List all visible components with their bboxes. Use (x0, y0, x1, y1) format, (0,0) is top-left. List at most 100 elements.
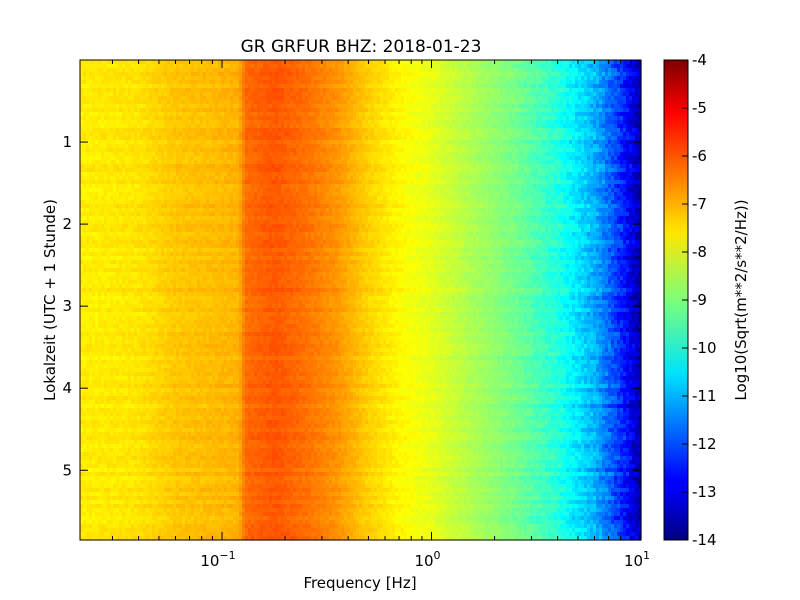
heatmap-cell (95, 488, 99, 493)
heatmap-cell (110, 164, 114, 169)
heatmap-cell (83, 96, 87, 101)
heatmap-cell (110, 236, 114, 241)
heatmap-cell (113, 124, 117, 129)
heatmap-cell (89, 116, 93, 121)
heatmap-cell (92, 68, 96, 73)
heatmap-cell (101, 508, 105, 513)
heatmap-cell (107, 152, 111, 157)
heatmap-cell (113, 268, 117, 273)
heatmap-cell (104, 216, 108, 221)
heatmap-cell (116, 380, 120, 385)
heatmap-cell (80, 160, 84, 165)
heatmap-cell (122, 164, 126, 169)
heatmap-cell (98, 192, 102, 197)
heatmap-cell (110, 276, 114, 281)
heatmap-cell (107, 204, 111, 209)
heatmap-cell (83, 324, 87, 329)
heatmap-cell (122, 140, 126, 145)
heatmap-cell (110, 488, 114, 493)
heatmap-cell (80, 216, 84, 221)
heatmap-cell (101, 84, 105, 89)
heatmap-cell (101, 312, 105, 317)
heatmap-cell (113, 132, 117, 137)
heatmap-cell (122, 200, 126, 205)
heatmap-cell (92, 428, 96, 433)
heatmap-cell (107, 352, 111, 357)
heatmap-cell (92, 220, 96, 225)
heatmap-cell (98, 236, 102, 241)
heatmap-cell (86, 120, 90, 125)
heatmap-cell (86, 128, 90, 133)
heatmap-cell (110, 128, 114, 133)
heatmap-cell (104, 476, 108, 481)
heatmap-cell (107, 404, 111, 409)
heatmap-cell (89, 96, 93, 101)
heatmap-cell (101, 328, 105, 333)
heatmap-cell (95, 108, 99, 113)
heatmap-cell (113, 216, 117, 221)
heatmap-cell (104, 444, 108, 449)
heatmap-cell (92, 300, 96, 305)
heatmap-cell (89, 204, 93, 209)
heatmap-cell (95, 452, 99, 457)
heatmap-cell (113, 176, 117, 181)
heatmap-cell (116, 64, 120, 69)
heatmap-cell (98, 124, 102, 129)
heatmap-cell (125, 104, 129, 109)
heatmap-cell (101, 96, 105, 101)
heatmap-cell (95, 184, 99, 189)
heatmap-cell (107, 144, 111, 149)
heatmap-cell (89, 112, 93, 117)
heatmap-cell (89, 524, 93, 529)
heatmap-cell (80, 384, 84, 389)
heatmap-cell (95, 444, 99, 449)
heatmap-cell (110, 120, 114, 125)
heatmap-cell (107, 252, 111, 257)
heatmap-cell (86, 308, 90, 313)
heatmap-cell (89, 332, 93, 337)
heatmap-cell (104, 148, 108, 153)
heatmap-cell (113, 368, 117, 373)
heatmap-cell (80, 148, 84, 153)
heatmap-cell (125, 72, 129, 77)
heatmap-cell (110, 536, 114, 541)
heatmap-cell (92, 96, 96, 101)
heatmap-cell (92, 464, 96, 469)
heatmap-cell (104, 256, 108, 261)
heatmap-cell (107, 76, 111, 81)
heatmap-cell (83, 432, 87, 437)
heatmap-cell (104, 280, 108, 285)
heatmap-cell (116, 160, 120, 165)
heatmap-cell (83, 408, 87, 413)
heatmap-cell (116, 220, 120, 225)
heatmap-cell (89, 468, 93, 473)
heatmap-cell (107, 492, 111, 497)
heatmap-cell (92, 516, 96, 521)
heatmap-cell (89, 256, 93, 261)
heatmap-cell (116, 468, 120, 473)
heatmap-cell (101, 152, 105, 157)
heatmap-cell (98, 196, 102, 201)
heatmap-cell (86, 236, 90, 241)
heatmap-cell (80, 96, 84, 101)
heatmap-cell (107, 504, 111, 509)
heatmap-cell (119, 476, 123, 481)
heatmap-cell (86, 228, 90, 233)
heatmap-cell (104, 496, 108, 501)
heatmap-cell (86, 224, 90, 229)
heatmap-cell (83, 332, 87, 337)
heatmap-cell (83, 268, 87, 273)
heatmap-cell (86, 332, 90, 337)
heatmap-cell (89, 60, 93, 65)
heatmap-cell (92, 508, 96, 513)
heatmap-cell (122, 424, 126, 429)
heatmap-cell (92, 460, 96, 465)
heatmap-cell (113, 332, 117, 337)
heatmap-cell (116, 520, 120, 525)
heatmap-cell (83, 72, 87, 77)
heatmap-cell (107, 236, 111, 241)
heatmap-cell (104, 276, 108, 281)
heatmap-cell (80, 480, 84, 485)
heatmap-cell (116, 352, 120, 357)
heatmap-cell (95, 248, 99, 253)
